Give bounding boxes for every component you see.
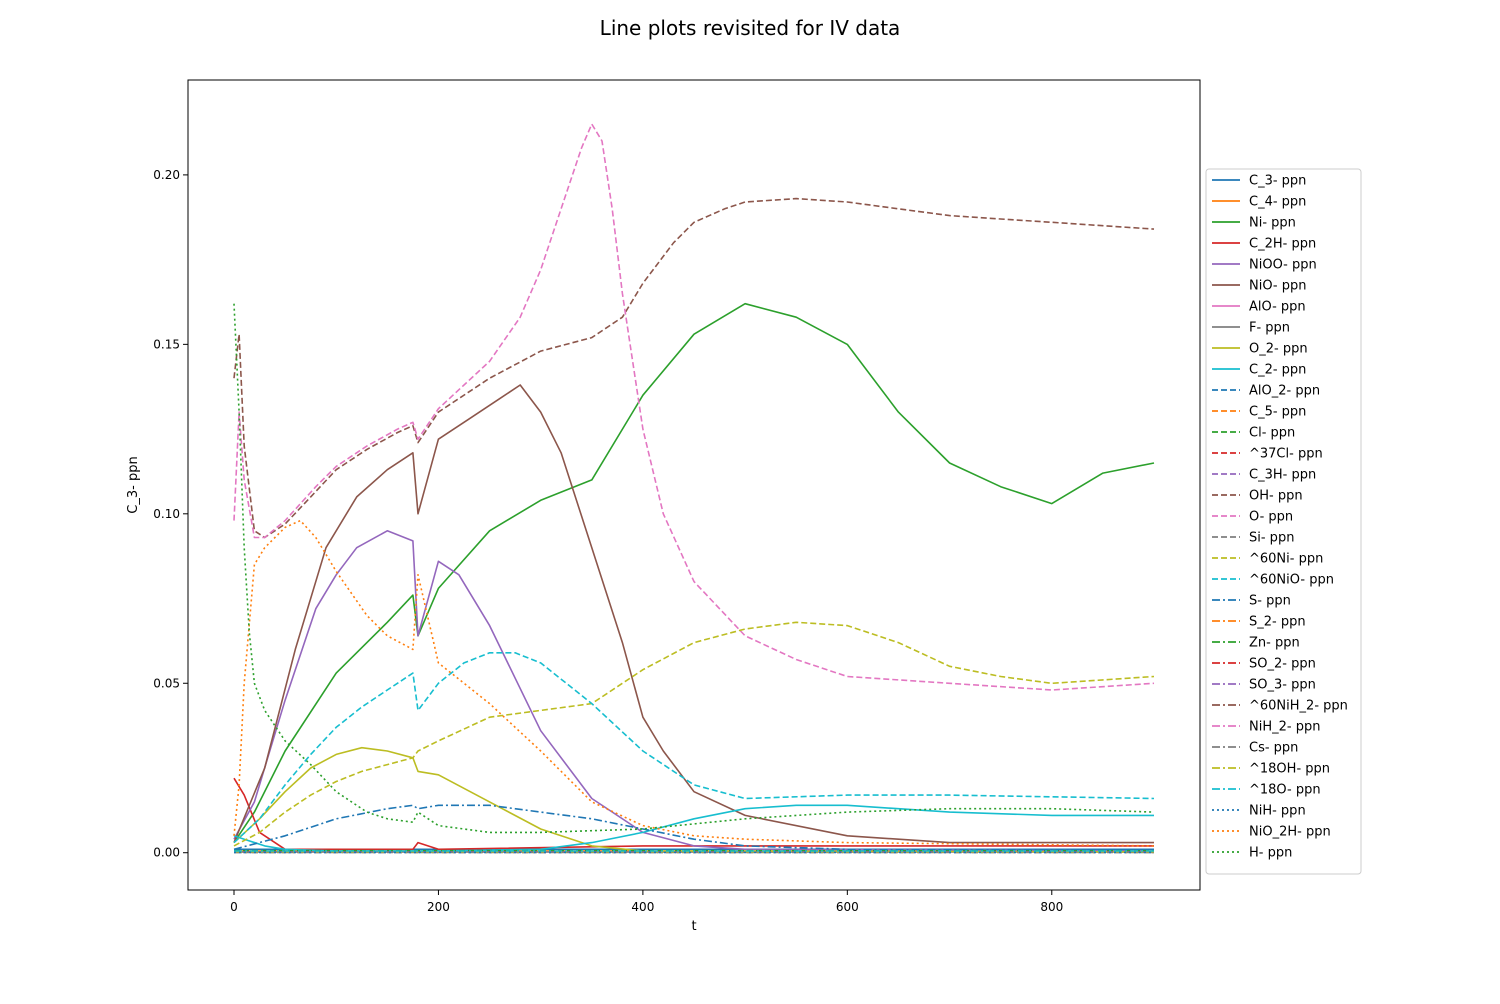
legend-label: S- ppn <box>1249 594 1291 609</box>
y-axis-label: C_3- ppn <box>126 456 141 513</box>
legend-label: H- ppn <box>1249 846 1292 861</box>
legend-label: ^18OH- ppn <box>1249 762 1330 777</box>
x-axis-label: t <box>691 919 696 934</box>
series-line-5 <box>233 384 1154 844</box>
series-line-9 <box>233 804 1154 852</box>
legend-label: OH- ppn <box>1249 489 1303 504</box>
y-tick-label: 0.05 <box>153 676 180 690</box>
legend-label: NiH- ppn <box>1249 804 1306 819</box>
legend-label: AlO- ppn <box>1249 300 1306 315</box>
legend-label: O- ppn <box>1249 510 1293 525</box>
legend-label: NiO- ppn <box>1249 279 1307 294</box>
legend-label: Si- ppn <box>1249 531 1294 546</box>
legend-label: NiO_2H- ppn <box>1249 825 1331 840</box>
legend-box <box>1205 168 1362 875</box>
series-line-32 <box>233 303 1155 834</box>
legend-label: C_5- ppn <box>1249 405 1306 420</box>
legend-label: C_2H- ppn <box>1249 237 1316 252</box>
legend-label: ^60Ni- ppn <box>1249 552 1323 567</box>
legend-label: C_4- ppn <box>1249 195 1306 210</box>
legend-label: C_2- ppn <box>1249 363 1306 378</box>
series-line-19 <box>233 651 1155 844</box>
y-tick-label: 0.10 <box>153 507 180 521</box>
x-tick-label: 400 <box>631 900 654 914</box>
y-tick-label: 0.00 <box>153 846 180 860</box>
legend-label: ^60NiO- ppn <box>1249 573 1334 588</box>
series-line-18 <box>233 621 1155 847</box>
x-tick-label: 200 <box>427 900 450 914</box>
series-line-31 <box>233 519 1155 847</box>
plot-frame <box>187 79 1201 891</box>
legend-label: Cs- ppn <box>1249 741 1298 756</box>
legend-label: AlO_2- ppn <box>1249 384 1320 399</box>
legend-label: NiH_2- ppn <box>1249 720 1320 735</box>
legend-label: SO_2- ppn <box>1249 657 1316 672</box>
y-tick-label: 0.15 <box>153 337 180 351</box>
plot-lines <box>233 123 1155 854</box>
series-line-3 <box>233 777 1154 851</box>
y-axis: 0.00 0.05 0.10 0.15 0.20 <box>153 168 188 860</box>
legend-label: F- ppn <box>1249 321 1290 336</box>
legend-label: ^37Cl- ppn <box>1249 447 1323 462</box>
series-line-2 <box>233 302 1155 844</box>
legend-label: Zn- ppn <box>1249 636 1300 651</box>
chart-title: Line plots revisited for IV data <box>600 16 901 40</box>
x-tick-label: 800 <box>1040 900 1063 914</box>
x-axis: 0 200 400 600 800 <box>230 890 1063 914</box>
legend-label: C_3- ppn <box>1249 174 1306 189</box>
x-tick-label: 600 <box>836 900 859 914</box>
legend-label: ^60NiH_2- ppn <box>1249 699 1348 714</box>
legend-label: ^18O- ppn <box>1249 783 1321 798</box>
legend-label: Cl- ppn <box>1249 426 1295 441</box>
series-line-20 <box>233 804 1154 851</box>
x-tick-label: 0 <box>230 900 238 914</box>
legend-label: S_2- ppn <box>1249 615 1306 630</box>
y-tick-label: 0.20 <box>153 168 180 182</box>
legend-label: Ni- ppn <box>1249 216 1296 231</box>
series-line-16 <box>233 123 1155 691</box>
series-line-4 <box>233 529 1155 852</box>
legend-label: C_3H- ppn <box>1249 468 1316 483</box>
legend-label: SO_3- ppn <box>1249 678 1316 693</box>
legend: C_3- ppn C_4- ppn Ni- ppn C_2H- ppn NiOO- pp… <box>1205 168 1362 875</box>
legend-label: O_2- ppn <box>1249 342 1308 357</box>
series-line-15 <box>233 197 1155 539</box>
legend-label: NiOO- ppn <box>1249 258 1317 273</box>
